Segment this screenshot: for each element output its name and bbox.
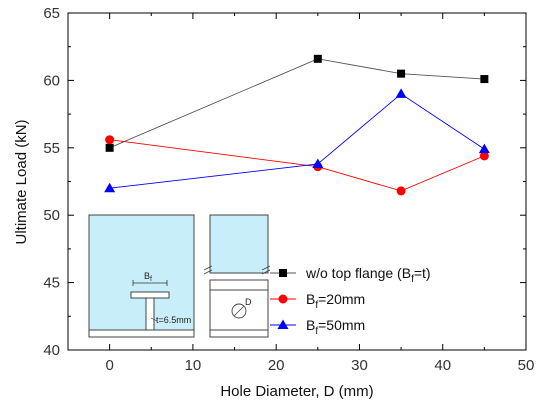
data-point [104,182,116,193]
inset-top-flange [130,291,170,299]
legend: w/o top flange (Bf=t) Bf=20mm Bf=50mm [270,265,431,337]
inset-web-right [209,214,269,274]
inset-break-mark [261,269,271,275]
y-tick-label: 45 [43,275,60,292]
series-1 [105,54,489,152]
legend-label: Bf=50mm [306,317,365,337]
y-axis-title: Ultimate Load (kN) [13,119,30,244]
legend-item: w/o top flange (Bf=t) [270,265,431,285]
data-point [479,151,489,161]
inset-diagram: Bf t=6.5mm D [88,214,271,338]
inset-web-left [88,214,195,331]
x-tick-label: 20 [268,357,285,374]
data-point [396,186,406,196]
inset-leader-line [150,317,158,322]
data-point [105,135,115,145]
series-3 [104,88,490,193]
legend-marker [278,294,288,304]
legend-marker [277,319,289,329]
x-axis-ticks: 0 10 20 30 40 50 [105,13,534,374]
inset-break-mark [203,265,213,271]
inset-break-mark [203,269,213,275]
inset-bottom-flange-left [88,329,195,338]
inset-bottom-flange-right [209,329,269,338]
x-axis-title: Hole Diameter, D (mm) [220,383,373,400]
legend-item: Bf=20mm [270,291,365,311]
inset-hole-diameter-line [233,305,245,317]
series-2 [105,135,489,196]
series-line [109,58,485,149]
data-point [397,69,406,78]
y-axis-ticks: 40 45 50 55 60 65 [43,5,526,359]
data-point [105,143,114,152]
data-point [480,75,489,84]
series-line [109,139,485,192]
x-tick-label: 0 [105,357,113,374]
series-line [109,93,485,189]
x-tick-label: 50 [518,357,535,374]
y-tick-label: 60 [43,72,60,89]
legend-label: w/o top flange (Bf=t) [305,265,431,285]
data-point [313,54,322,63]
data-point [478,143,490,154]
x-tick-label: 30 [351,357,368,374]
data-point [395,88,407,98]
legend-label: Bf=20mm [306,291,365,311]
y-tick-label: 50 [43,207,60,224]
y-tick-label: 40 [43,342,60,359]
legend-item: Bf=50mm [270,317,365,337]
x-tick-label: 10 [185,357,202,374]
inset-thickness-label: t=6.5mm [156,315,191,325]
y-tick-label: 65 [43,5,60,22]
inset-hole-label: D [245,297,252,307]
legend-marker [279,269,287,277]
data-point [312,158,324,168]
series-layer [104,54,490,196]
x-tick-label: 40 [434,357,451,374]
inset-stem [145,297,155,331]
inset-break-mark [261,265,271,271]
y-tick-label: 55 [43,140,60,157]
inset-flange-width-label: Bf [144,271,152,283]
